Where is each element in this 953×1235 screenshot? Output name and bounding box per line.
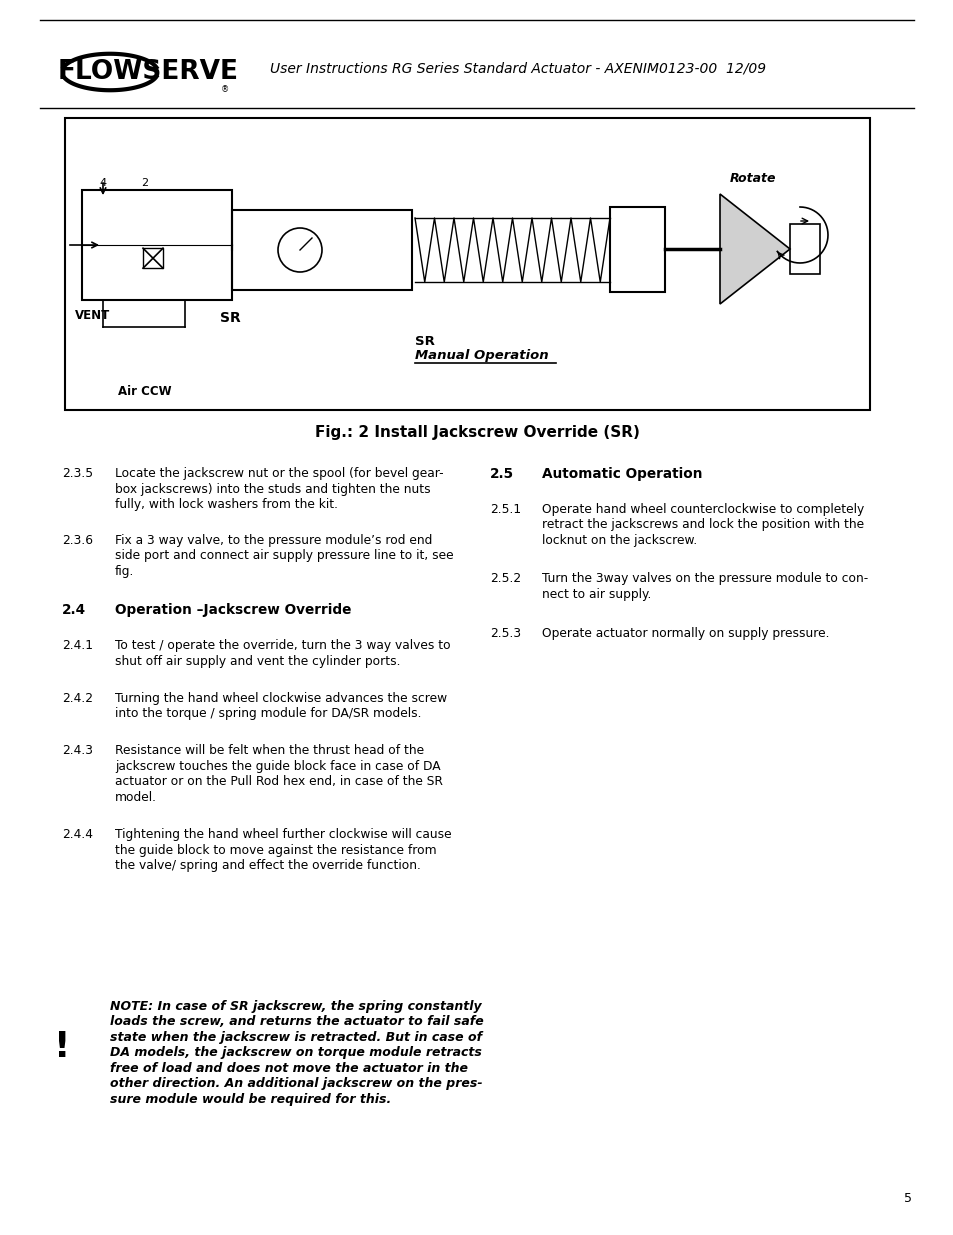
Text: 2.4.1: 2.4.1 xyxy=(62,638,92,652)
Text: Tightening the hand wheel further clockwise will cause: Tightening the hand wheel further clockw… xyxy=(115,829,451,841)
Text: model.: model. xyxy=(115,790,157,804)
Text: 2.4.4: 2.4.4 xyxy=(62,829,92,841)
Bar xyxy=(789,224,820,274)
Text: FLOWSERVE: FLOWSERVE xyxy=(58,59,239,85)
Bar xyxy=(609,207,664,291)
Text: loads the screw, and returns the actuator to fail safe: loads the screw, and returns the actuato… xyxy=(110,1015,483,1029)
Text: side port and connect air supply pressure line to it, see: side port and connect air supply pressur… xyxy=(115,550,453,562)
Text: Locate the jackscrew nut or the spool (for bevel gear-: Locate the jackscrew nut or the spool (f… xyxy=(115,467,443,480)
Text: Operate hand wheel counterclockwise to completely: Operate hand wheel counterclockwise to c… xyxy=(541,503,863,516)
Text: SR: SR xyxy=(415,335,435,348)
Text: jackscrew touches the guide block face in case of DA: jackscrew touches the guide block face i… xyxy=(115,760,440,773)
Text: Rotate: Rotate xyxy=(729,172,776,185)
Text: 4: 4 xyxy=(99,178,107,188)
Bar xyxy=(232,210,412,290)
Text: Manual Operation: Manual Operation xyxy=(415,350,548,362)
Text: retract the jackscrews and lock the position with the: retract the jackscrews and lock the posi… xyxy=(541,519,863,531)
Text: Operate actuator normally on supply pressure.: Operate actuator normally on supply pres… xyxy=(541,626,828,640)
Text: Fix a 3 way valve, to the pressure module’s rod end: Fix a 3 way valve, to the pressure modul… xyxy=(115,534,432,547)
Text: 2.4: 2.4 xyxy=(62,604,86,618)
Bar xyxy=(143,248,163,268)
Text: fig.: fig. xyxy=(115,564,134,578)
Text: 2.4.2: 2.4.2 xyxy=(62,692,92,705)
Text: fully, with lock washers from the kit.: fully, with lock washers from the kit. xyxy=(115,498,337,511)
Text: free of load and does not move the actuator in the: free of load and does not move the actua… xyxy=(110,1062,468,1074)
Text: DA models, the jackscrew on torque module retracts: DA models, the jackscrew on torque modul… xyxy=(110,1046,481,1060)
Text: SR: SR xyxy=(219,311,240,325)
Text: box jackscrews) into the studs and tighten the nuts: box jackscrews) into the studs and tight… xyxy=(115,483,430,495)
Text: Fig.: 2 Install Jackscrew Override (SR): Fig.: 2 Install Jackscrew Override (SR) xyxy=(314,425,639,440)
Text: 2.5.3: 2.5.3 xyxy=(490,626,520,640)
Text: VENT: VENT xyxy=(75,309,111,321)
Text: nect to air supply.: nect to air supply. xyxy=(541,588,651,601)
Text: the guide block to move against the resistance from: the guide block to move against the resi… xyxy=(115,844,436,857)
Text: 2: 2 xyxy=(141,178,149,188)
Text: Turning the hand wheel clockwise advances the screw: Turning the hand wheel clockwise advance… xyxy=(115,692,447,705)
Text: !: ! xyxy=(53,1030,71,1065)
Text: Air CCW: Air CCW xyxy=(118,385,172,398)
Text: Operation –Jackscrew Override: Operation –Jackscrew Override xyxy=(115,604,351,618)
Text: 2.5: 2.5 xyxy=(490,467,514,480)
Text: ®: ® xyxy=(221,85,229,94)
Text: other direction. An additional jackscrew on the pres-: other direction. An additional jackscrew… xyxy=(110,1077,482,1091)
Text: User Instructions RG Series Standard Actuator - AXENIM0123-00  12/09: User Instructions RG Series Standard Act… xyxy=(270,61,765,75)
Text: Turn the 3way valves on the pressure module to con-: Turn the 3way valves on the pressure mod… xyxy=(541,572,867,585)
Text: 2.4.3: 2.4.3 xyxy=(62,745,92,757)
Text: 2.3.6: 2.3.6 xyxy=(62,534,92,547)
Bar xyxy=(65,119,869,410)
Text: state when the jackscrew is retracted. But in case of: state when the jackscrew is retracted. B… xyxy=(110,1031,481,1044)
Text: Automatic Operation: Automatic Operation xyxy=(541,467,701,480)
Text: Resistance will be felt when the thrust head of the: Resistance will be felt when the thrust … xyxy=(115,745,424,757)
Text: into the torque / spring module for DA/SR models.: into the torque / spring module for DA/S… xyxy=(115,708,421,720)
Text: 2.5.2: 2.5.2 xyxy=(490,572,520,585)
Text: 2.3.5: 2.3.5 xyxy=(62,467,93,480)
Text: actuator or on the Pull Rod hex end, in case of the SR: actuator or on the Pull Rod hex end, in … xyxy=(115,776,442,788)
Text: 5: 5 xyxy=(903,1192,911,1205)
Polygon shape xyxy=(720,194,789,304)
Text: locknut on the jackscrew.: locknut on the jackscrew. xyxy=(541,534,697,547)
Text: To test / operate the override, turn the 3 way valves to: To test / operate the override, turn the… xyxy=(115,638,450,652)
Text: NOTE: In case of SR jackscrew, the spring constantly: NOTE: In case of SR jackscrew, the sprin… xyxy=(110,1000,481,1013)
Bar xyxy=(82,190,232,300)
Text: shut off air supply and vent the cylinder ports.: shut off air supply and vent the cylinde… xyxy=(115,655,400,668)
Text: the valve/ spring and effect the override function.: the valve/ spring and effect the overrid… xyxy=(115,860,420,872)
Text: 2.5.1: 2.5.1 xyxy=(490,503,520,516)
Text: sure module would be required for this.: sure module would be required for this. xyxy=(110,1093,391,1107)
